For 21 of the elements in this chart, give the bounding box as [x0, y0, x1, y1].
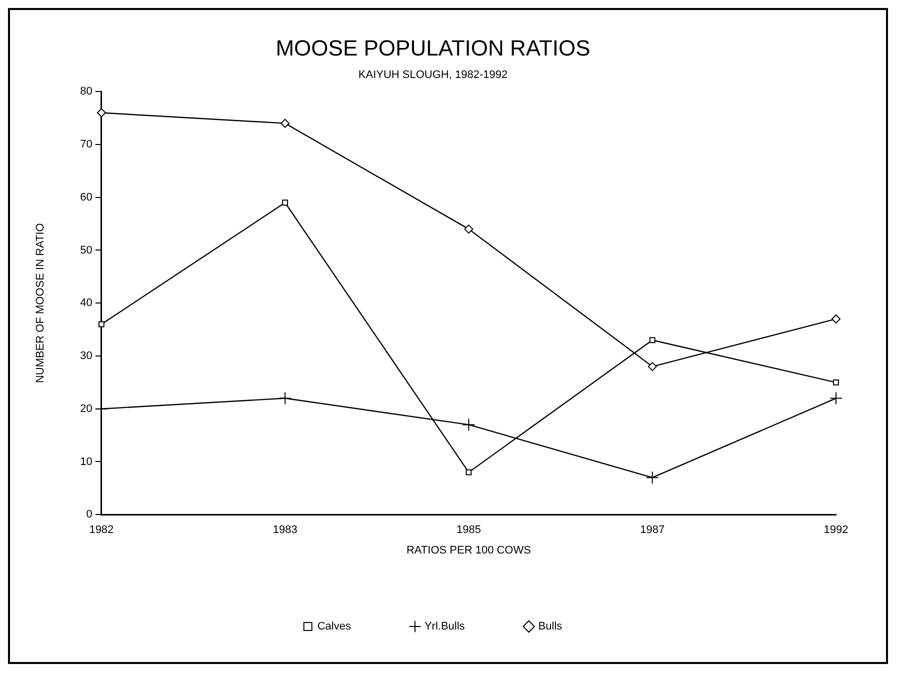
x-tick-label: 1985	[456, 524, 481, 536]
y-axis-title: NUMBER OF MOOSE IN RATIO	[34, 222, 47, 384]
y-tick-label: 0	[86, 508, 92, 521]
x-tick-label: 1992	[824, 524, 848, 536]
legend-label: Yrl.Bulls	[424, 620, 466, 633]
chart-subtitle: KAIYUH SLOUGH, 1982-1992	[358, 69, 508, 82]
y-tick-label: 30	[80, 350, 92, 362]
y-tick-label: 80	[80, 86, 92, 98]
y-tick-label: 10	[80, 456, 92, 468]
y-tick-label: 70	[80, 138, 92, 151]
chart-title: MOOSE POPULATION RATIOS	[276, 35, 590, 60]
y-tick-label: 50	[80, 244, 92, 256]
y-tick-label: 40	[80, 297, 92, 310]
legend-label: Bulls	[538, 620, 563, 633]
x-tick-label: 1987	[640, 524, 665, 536]
y-tick-label: 20	[80, 402, 92, 415]
legend-label: Calves	[317, 620, 352, 633]
x-tick-label: 1982	[89, 524, 114, 536]
y-tick-label: 60	[80, 191, 92, 204]
x-axis-title: RATIOS PER 100 COWS	[406, 544, 531, 556]
x-tick-label: 1983	[272, 524, 298, 536]
